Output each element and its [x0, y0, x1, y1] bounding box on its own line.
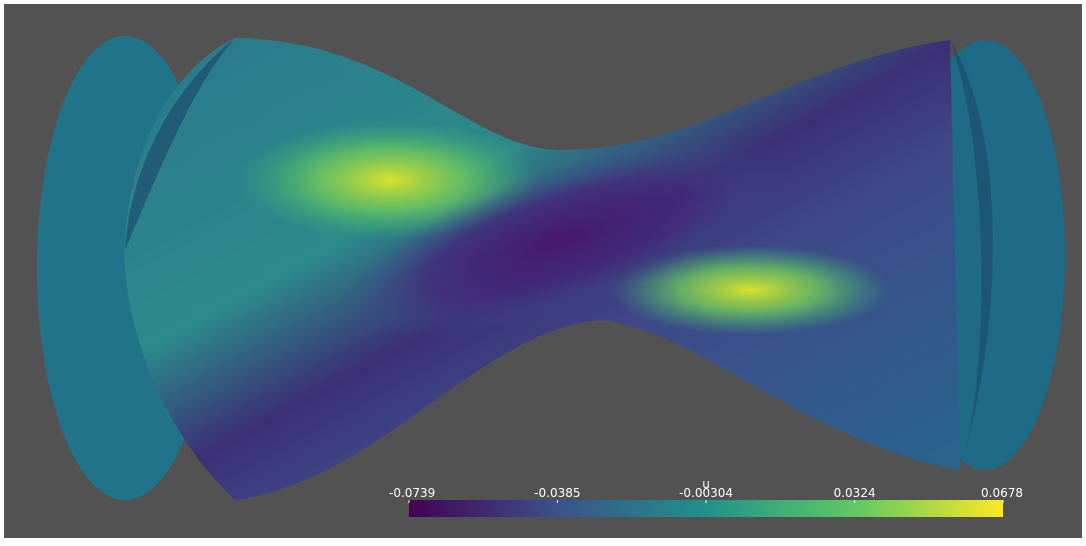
low-region: [340, 142, 780, 338]
color-bar-tick-label: -0.0385: [534, 486, 580, 500]
high-region: [610, 245, 890, 335]
color-bar: u -0.0739 -0.0385 -0.00304 0.0324 0.0678: [389, 477, 1023, 517]
inner-shadow: [950, 40, 993, 470]
color-bar-gradient: [409, 500, 1003, 517]
color-bar-tick-label: 0.0324: [834, 486, 876, 500]
color-bar-tick-label: 0.0678: [981, 486, 1023, 500]
color-bar-tick-label: -0.0739: [389, 486, 435, 500]
color-bar-tick-label: -0.00304: [679, 486, 733, 500]
color-bar-title: u: [702, 477, 710, 491]
